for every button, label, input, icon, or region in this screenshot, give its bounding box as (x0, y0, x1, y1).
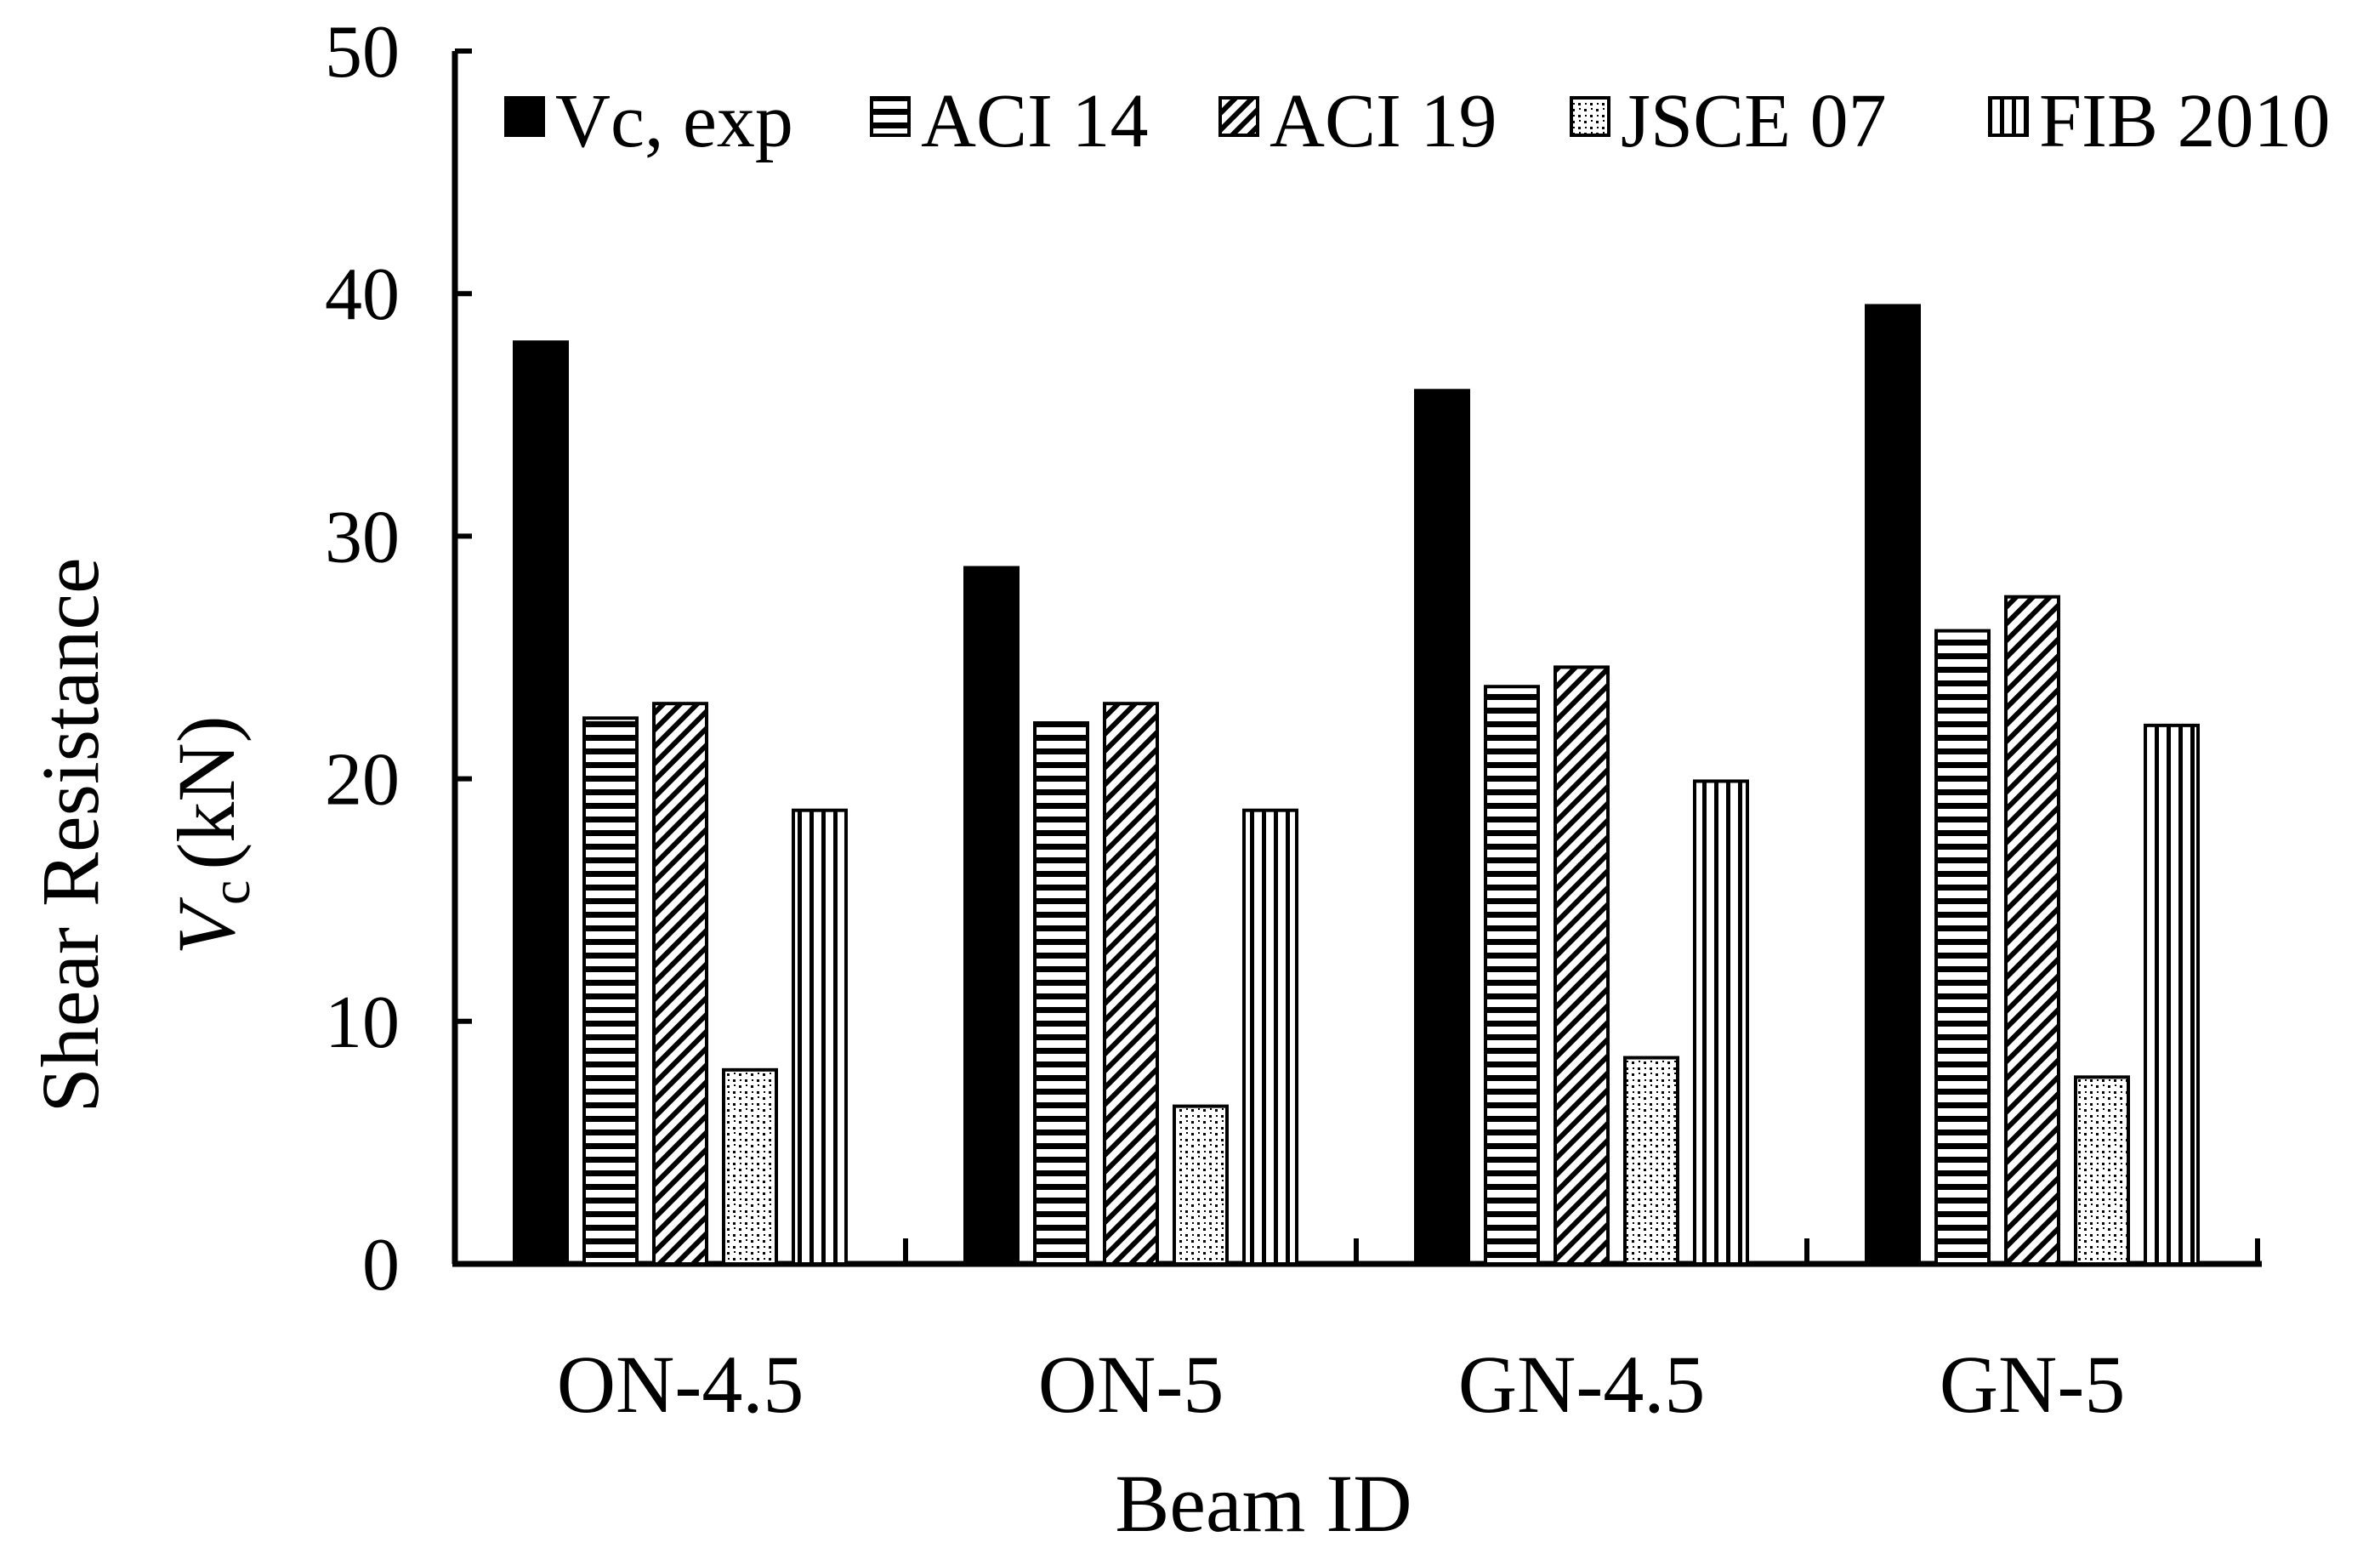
bar-fib-2010-on-4-5 (792, 808, 848, 1266)
legend-swatch (1218, 96, 1259, 137)
y-axis-title-symbol: V (161, 897, 252, 955)
x-tick-label: GN-4.5 (1458, 1339, 1706, 1430)
bar-vc-exp-on-5 (963, 566, 1020, 1266)
bar-aci-14-gn-4-5 (1484, 685, 1540, 1266)
legend-label: ACI 14 (921, 79, 1149, 163)
bar-aci-19-on-5 (1103, 702, 1159, 1266)
bar-aci-14-gn-5 (1934, 629, 1991, 1266)
x-tick-label: ON-4.5 (557, 1339, 804, 1430)
legend-label: ACI 19 (1270, 79, 1497, 163)
y-tick-label: 30 (325, 496, 400, 578)
y-tick-label: 20 (325, 739, 400, 822)
bar-fib-2010-gn-4-5 (1693, 779, 1749, 1266)
bar-jsce-07-on-4-5 (722, 1067, 778, 1266)
y-axis-title-line2: Vc (kN) (161, 715, 262, 954)
bar-aci-19-gn-5 (2004, 595, 2060, 1266)
bar-vc-exp-gn-5 (1865, 304, 1921, 1266)
legend-swatch (1570, 96, 1610, 137)
legend-swatch (870, 96, 911, 137)
x-axis-title: Beam ID (1115, 1458, 1412, 1549)
bar-fib-2010-gn-5 (2144, 723, 2200, 1266)
bar-aci-19-on-4-5 (652, 702, 708, 1266)
legend-label: FIB 2010 (2039, 79, 2331, 163)
y-axis-title-line1: Shear Resistance (25, 557, 116, 1113)
bar-vc-exp-on-4-5 (513, 340, 569, 1266)
bar-aci-14-on-5 (1033, 721, 1089, 1266)
x-tick-label: GN-5 (1940, 1339, 2126, 1430)
y-axis-ticks: 0 10 20 30 40 50 (325, 11, 472, 1306)
y-axis-title-unit: (kN) (161, 715, 252, 869)
legend-label: JSCE 07 (1621, 79, 1887, 163)
legend: Vc, exp ACI 14 ACI 19 JSCE 07 FIB 2010 (504, 79, 2331, 163)
bar-aci-19-gn-4-5 (1554, 665, 1610, 1266)
legend-label: Vc, exp (555, 79, 793, 163)
bar-aci-14-on-4-5 (582, 716, 639, 1266)
bar-fib-2010-on-5 (1242, 808, 1298, 1266)
y-tick-label: 0 (362, 1224, 400, 1306)
legend-swatch (504, 96, 545, 137)
y-tick-label: 10 (325, 982, 400, 1064)
bar-vc-exp-gn-4-5 (1414, 389, 1470, 1266)
x-tick-labels: ON-4.5 ON-5 GN-4.5 GN-5 (557, 1339, 2126, 1430)
y-axis-title-subscript: c (200, 880, 262, 905)
legend-swatch (1988, 96, 2029, 137)
y-tick-label: 40 (325, 253, 400, 336)
bar-jsce-07-on-5 (1173, 1104, 1229, 1266)
y-tick-label: 50 (325, 11, 400, 94)
x-axis-ticks (452, 1238, 2260, 1264)
bar-jsce-07-gn-5 (2074, 1075, 2130, 1266)
x-tick-label: ON-5 (1038, 1339, 1224, 1430)
bar-jsce-07-gn-4-5 (1623, 1056, 1679, 1266)
bars (513, 304, 2200, 1266)
